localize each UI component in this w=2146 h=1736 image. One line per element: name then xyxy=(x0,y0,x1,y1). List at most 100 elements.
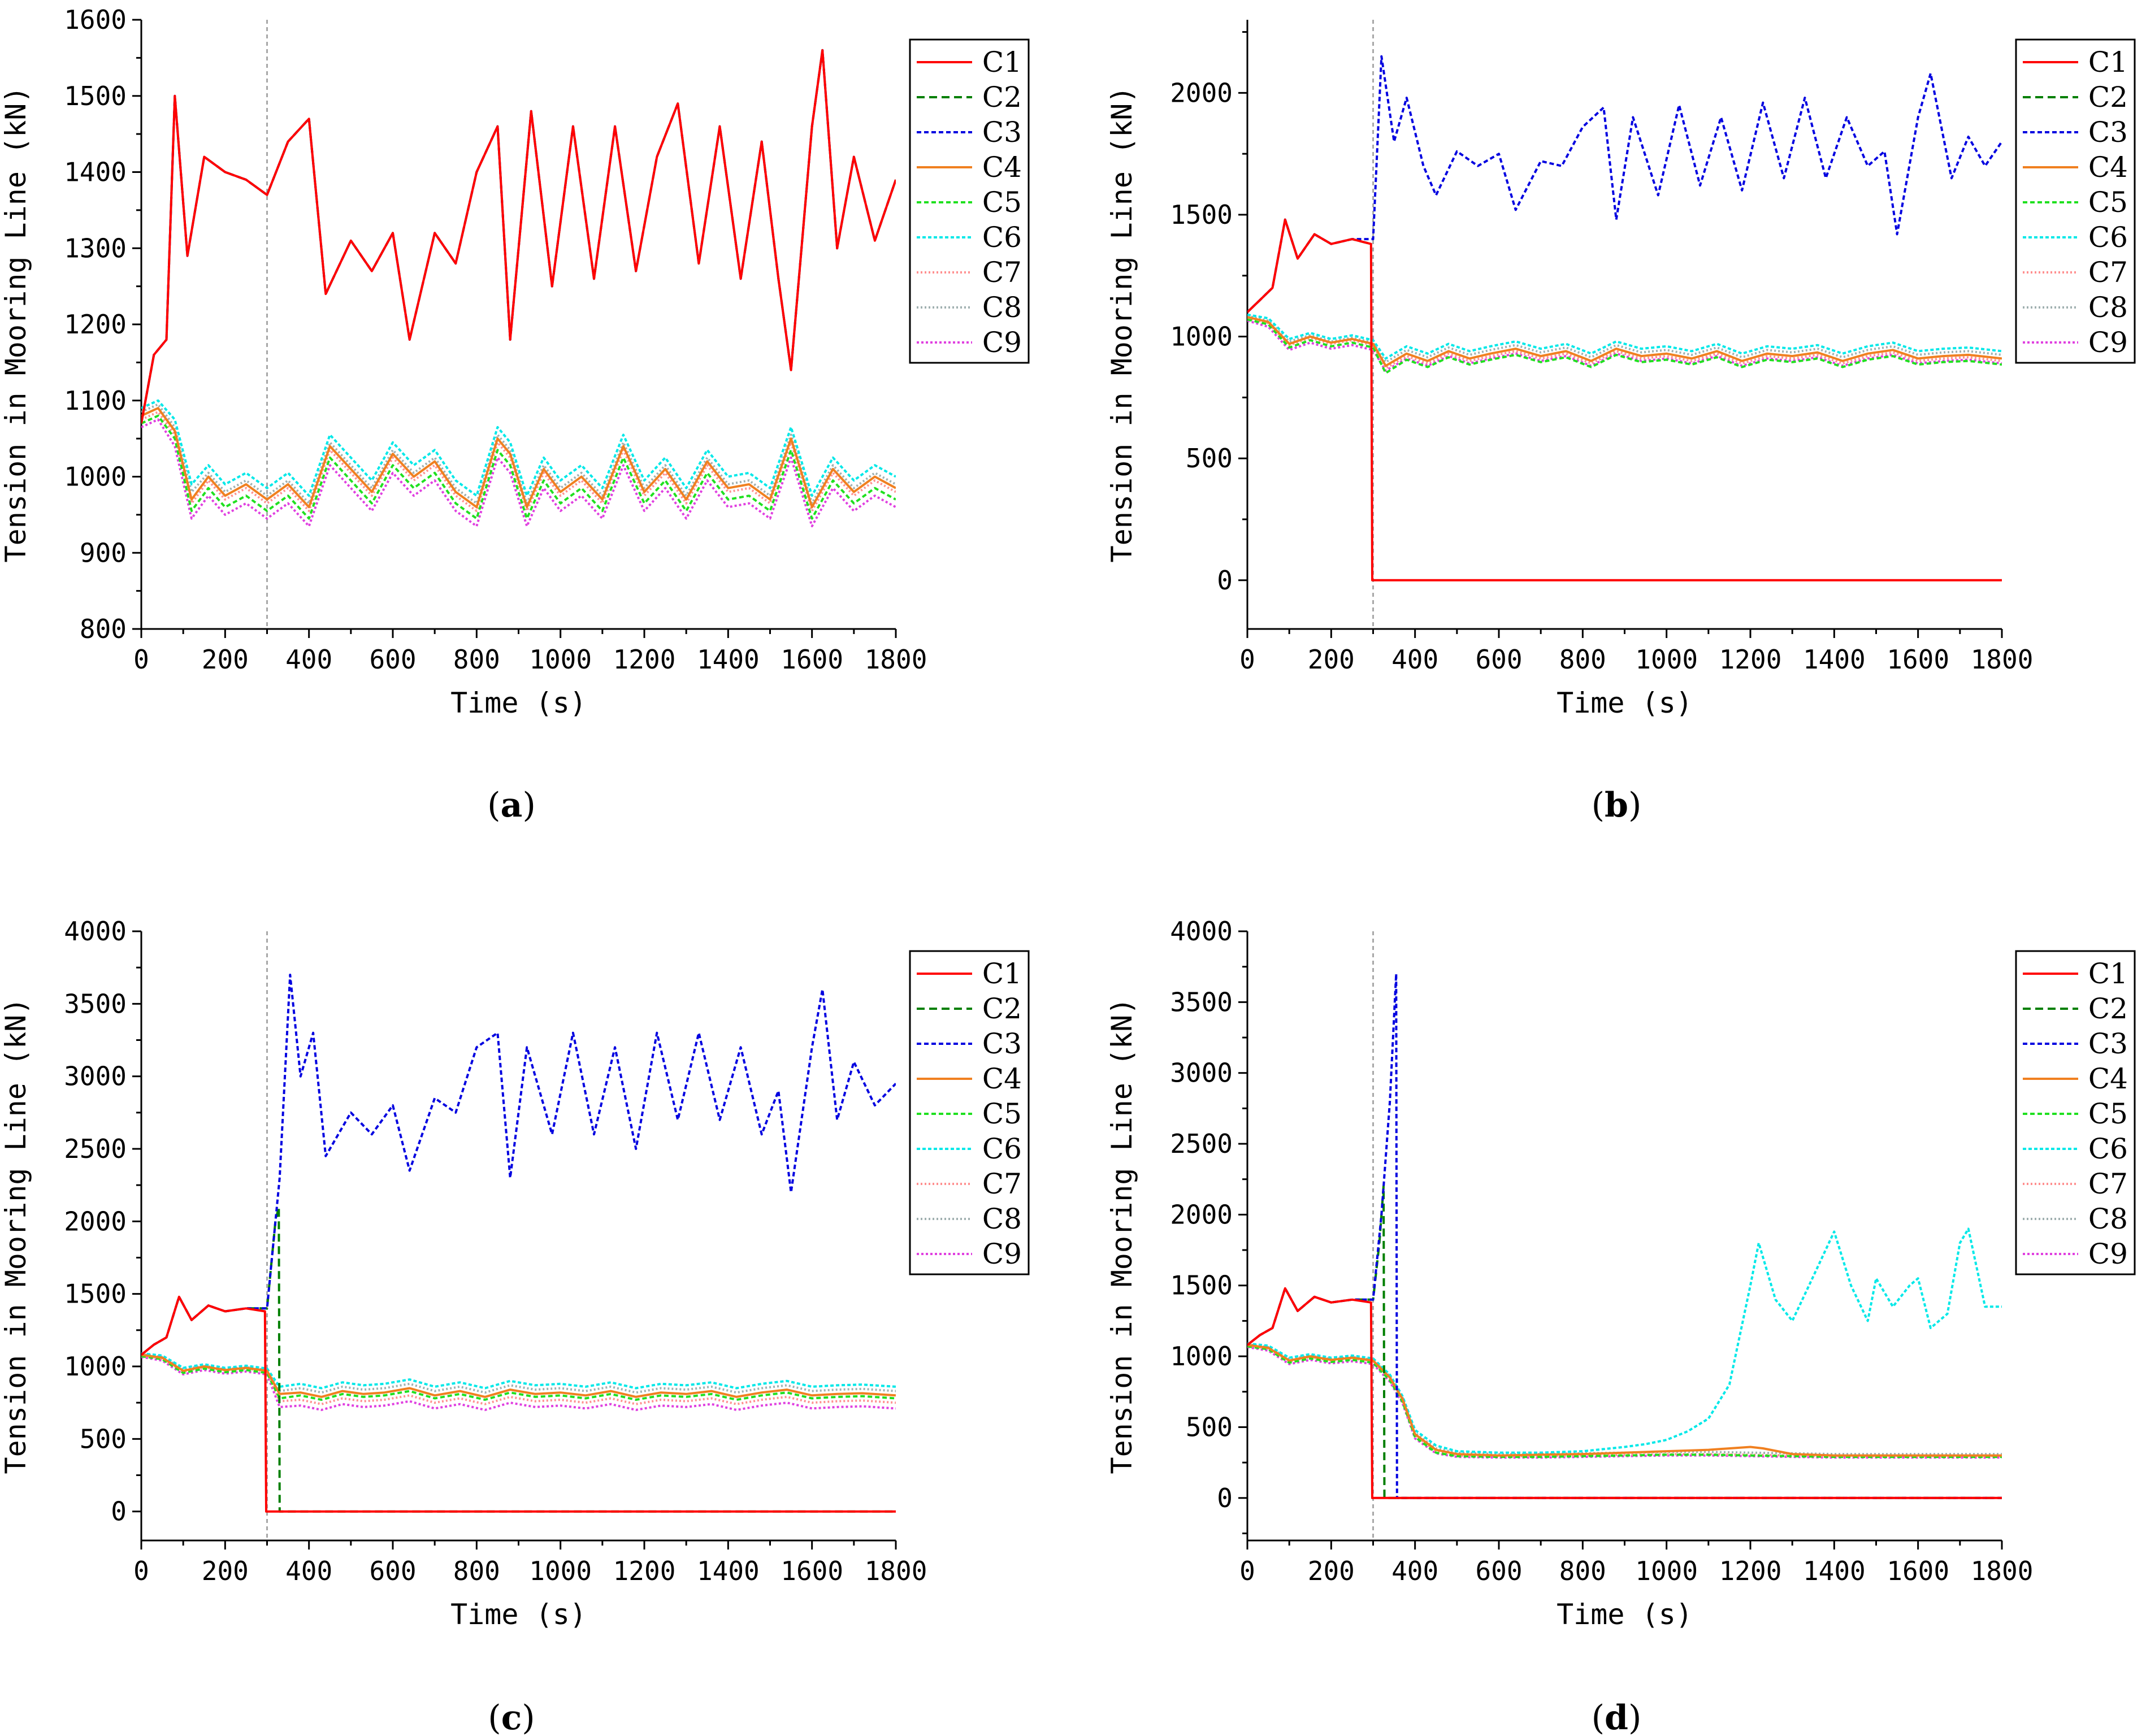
legend-label: C7 xyxy=(2088,256,2128,289)
y-tick-label: 4000 xyxy=(64,916,127,947)
series-line-c5 xyxy=(141,1355,896,1401)
y-tick-label: 2500 xyxy=(64,1134,127,1164)
legend-label: C9 xyxy=(2088,1238,2128,1270)
y-tick-label: 1500 xyxy=(1170,199,1233,230)
x-axis-title: Time (s) xyxy=(450,687,587,719)
legend-label: C2 xyxy=(982,992,1022,1025)
y-axis-title: Tension in Mooring Line (kN) xyxy=(0,998,32,1474)
x-tick-label: 800 xyxy=(453,644,500,675)
y-tick-label: 500 xyxy=(80,1423,127,1454)
x-tick-label: 0 xyxy=(133,1556,149,1586)
y-tick-label: 1200 xyxy=(64,309,127,340)
legend-label: C3 xyxy=(982,116,1022,149)
legend-label: C8 xyxy=(2088,1203,2128,1235)
y-tick-label: 1600 xyxy=(64,5,127,35)
x-tick-label: 1000 xyxy=(529,644,592,675)
legend-label: C7 xyxy=(982,256,1022,289)
series-line-c7 xyxy=(141,411,896,513)
x-tick-label: 400 xyxy=(1391,644,1438,675)
series-line-c4 xyxy=(141,407,896,509)
series-line-c2 xyxy=(1247,1185,2002,1499)
legend-label: C1 xyxy=(2088,46,2128,79)
series-line-c6 xyxy=(141,399,896,497)
legend-label: C4 xyxy=(982,1062,1022,1095)
series-line-c6 xyxy=(1247,1227,2002,1454)
legend-label: C6 xyxy=(2088,221,2128,254)
series-group xyxy=(1247,55,2002,581)
y-tick-label: 900 xyxy=(80,537,127,568)
x-axis-title: Time (s) xyxy=(1557,1598,1693,1631)
legend-label: C8 xyxy=(2088,291,2128,324)
y-tick-label: 0 xyxy=(111,1496,127,1527)
legend-label: C2 xyxy=(2088,81,2128,114)
y-tick-label: 1300 xyxy=(64,233,127,263)
x-tick-label: 400 xyxy=(1391,1556,1438,1586)
x-tick-label: 600 xyxy=(369,1556,416,1586)
series-line-c2 xyxy=(141,1205,896,1513)
series-line-c5 xyxy=(1247,1345,2002,1459)
y-tick-label: 3000 xyxy=(1170,1058,1233,1088)
series-line-c7 xyxy=(141,1354,896,1405)
legend-label: C9 xyxy=(982,1238,1022,1270)
panel-b: 0 200 400 600 800 1000 1200 1400 1600 1800 0 500 100… xyxy=(1105,20,2136,825)
x-tick-label: 1000 xyxy=(1635,1556,1698,1586)
legend-label: C3 xyxy=(982,1027,1022,1060)
panel-a: 0 200 400 600 800 1000 1200 1400 1600 1800 800 900 1… xyxy=(0,5,1030,825)
legend-label: C5 xyxy=(982,1097,1022,1130)
y-tick-label: 1000 xyxy=(1170,322,1233,352)
panel-c: 0 200 400 600 800 1000 1200 1400 1600 1800 0 500 100… xyxy=(0,916,1030,1736)
legend-label: C8 xyxy=(982,1203,1022,1235)
x-tick-label: 200 xyxy=(1308,644,1355,675)
x-tick-label: 1600 xyxy=(781,644,843,675)
legend-label: C1 xyxy=(2088,957,2128,990)
x-tick-label: 1600 xyxy=(1887,1556,1949,1586)
y-tick-label: 0 xyxy=(1217,565,1233,596)
y-tick-label: 500 xyxy=(1186,443,1233,474)
legend-label: C8 xyxy=(982,291,1022,324)
x-tick-label: 200 xyxy=(202,644,249,675)
y-tick-label: 2000 xyxy=(1170,77,1233,108)
series-line-c1 xyxy=(1247,1287,2002,1499)
legend-label: C4 xyxy=(2088,1062,2128,1095)
series-line-c5 xyxy=(141,414,896,520)
legend-label: C3 xyxy=(2088,1027,2128,1060)
series-line-c7 xyxy=(1247,317,2002,370)
series-group xyxy=(141,49,896,528)
legend-label: C1 xyxy=(982,957,1022,990)
x-tick-label: 1800 xyxy=(865,1556,927,1586)
y-tick-label: 0 xyxy=(1217,1483,1233,1513)
legend-label: C5 xyxy=(2088,1097,2128,1130)
y-axis-title: Tension in Mooring Line (kN) xyxy=(1105,998,1138,1474)
y-tick-label: 500 xyxy=(1186,1412,1233,1442)
legend-label: C7 xyxy=(982,1168,1022,1200)
series-line-c6 xyxy=(1247,313,2002,360)
series-line-c4 xyxy=(1247,1344,2002,1457)
series-line-c9 xyxy=(1247,1346,2002,1459)
series-line-c1 xyxy=(1247,218,2002,581)
y-tick-label: 1000 xyxy=(1170,1341,1233,1372)
x-tick-label: 1000 xyxy=(529,1556,592,1586)
x-tick-label: 800 xyxy=(1559,1556,1606,1586)
x-tick-label: 1400 xyxy=(697,644,760,675)
x-axis-title: Time (s) xyxy=(1557,687,1693,719)
x-axis-title: Time (s) xyxy=(450,1598,587,1631)
x-tick-label: 1400 xyxy=(1803,1556,1866,1586)
series-line-c1 xyxy=(141,1295,896,1513)
x-tick-label: 600 xyxy=(1475,644,1522,675)
y-tick-label: 3500 xyxy=(64,988,127,1019)
legend-label: C6 xyxy=(982,1132,1022,1165)
y-tick-label: 1500 xyxy=(64,81,127,111)
x-tick-label: 1000 xyxy=(1635,644,1698,675)
legend-label: C9 xyxy=(982,326,1022,359)
series-line-c3 xyxy=(141,974,896,1356)
y-tick-label: 1000 xyxy=(64,1351,127,1382)
y-tick-label: 3500 xyxy=(1170,987,1233,1017)
legend-label: C5 xyxy=(982,186,1022,219)
y-axis-title: Tension in Mooring Line (kN) xyxy=(1105,86,1138,563)
x-tick-label: 1400 xyxy=(697,1556,760,1586)
panel-caption: (b) xyxy=(1592,785,1642,825)
